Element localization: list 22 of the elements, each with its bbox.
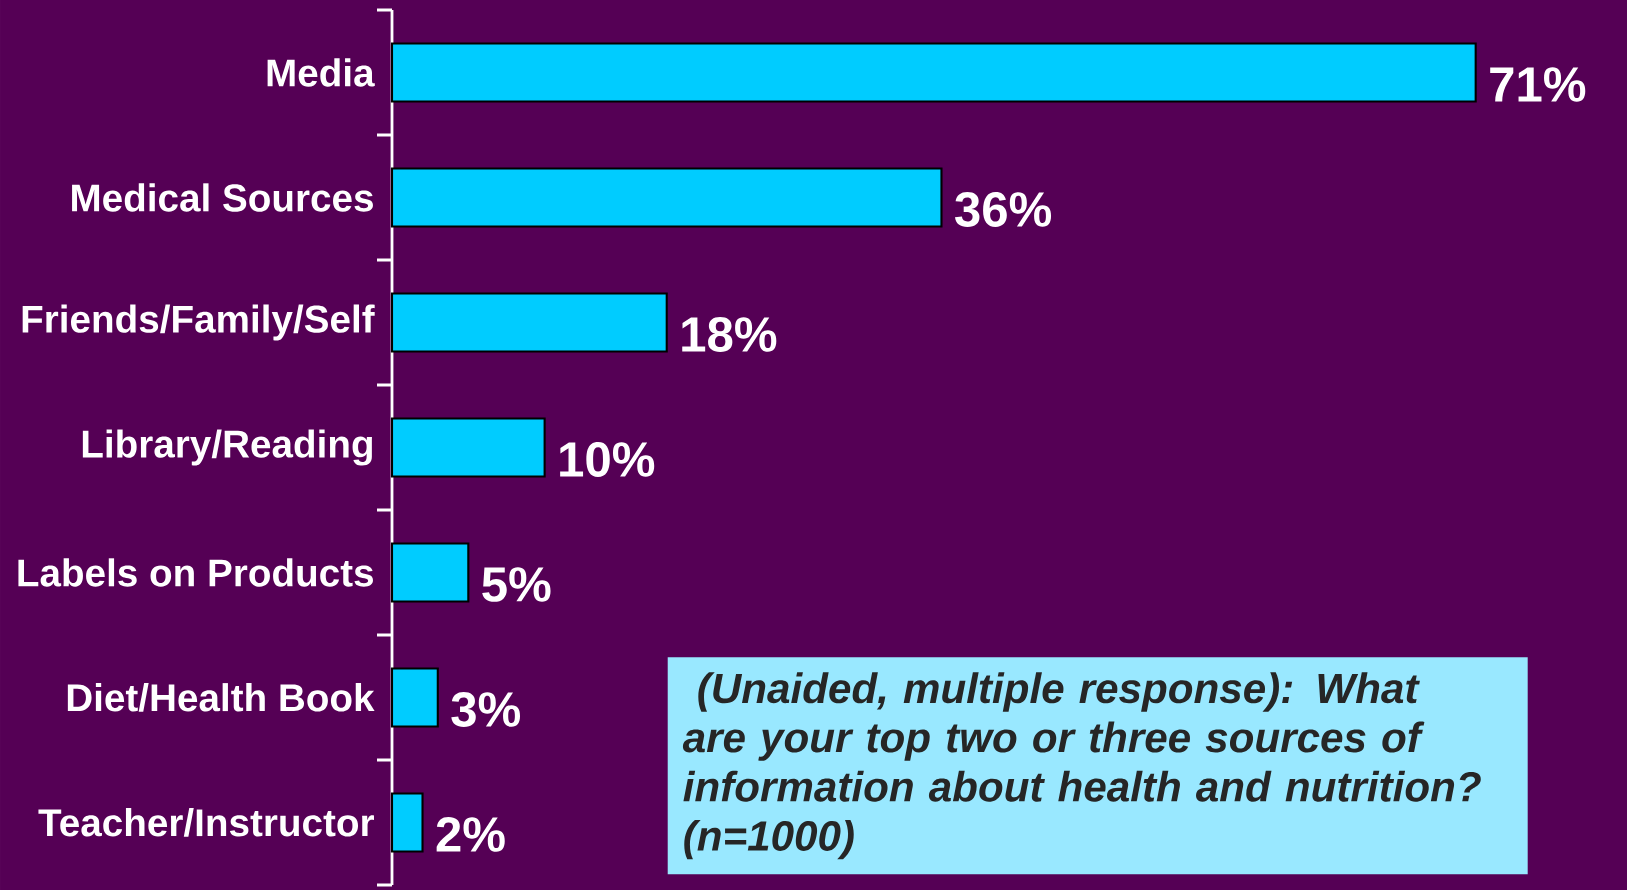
y-tick-label: Library/Reading: [82, 429, 372, 466]
data-label: 3%: [451, 692, 521, 727]
y-tick-label: Diet/Health Book: [67, 683, 375, 712]
data-label: 36%: [954, 192, 1052, 227]
bar: [390, 667, 439, 728]
y-tick-label: Media: [267, 58, 375, 87]
bar: [390, 542, 470, 603]
annotation: (Unaided, multiple response): What are your top two or three sources of information about health and nutrition? (n=1000): [682, 672, 1481, 860]
data-label: 5%: [482, 567, 551, 602]
data-label: 18%: [682, 317, 777, 352]
data-label: 2%: [436, 817, 505, 852]
y-tick-label: Medical Sources: [72, 183, 373, 212]
y-tick-label: Teacher/Instructor: [38, 808, 374, 837]
y-tick-label: Friends/Family/Self: [22, 304, 375, 341]
bar: [390, 42, 1477, 103]
bar: [390, 167, 943, 228]
bar: [390, 292, 668, 353]
data-label: 10%: [560, 442, 655, 477]
data-label: 71%: [1490, 67, 1586, 102]
bar: [390, 417, 546, 478]
bar: [390, 792, 424, 853]
y-tick-label: Labels on Products: [18, 558, 373, 587]
